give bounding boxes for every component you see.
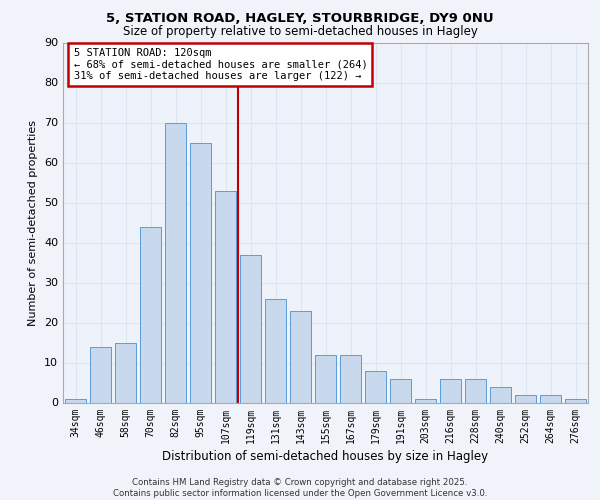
Bar (240, 254, 261, 402)
Bar (265, 298, 286, 403)
Bar (315, 354, 336, 403)
Bar (390, 378, 411, 402)
Text: Contains HM Land Registry data © Crown copyright and database right 2025.
Contai: Contains HM Land Registry data © Crown c… (113, 478, 487, 498)
Bar (140, 226, 161, 402)
Text: 5 STATION ROAD: 120sqm
← 68% of semi-detached houses are smaller (264)
31% of se: 5 STATION ROAD: 120sqm ← 68% of semi-det… (74, 48, 367, 81)
Bar (465, 378, 486, 402)
Bar (415, 398, 436, 402)
Bar (515, 394, 536, 402)
Bar (190, 142, 211, 402)
Bar (115, 342, 136, 402)
Bar (440, 378, 461, 402)
Text: Size of property relative to semi-detached houses in Hagley: Size of property relative to semi-detach… (122, 25, 478, 38)
Bar (65, 398, 86, 402)
X-axis label: Distribution of semi-detached houses by size in Hagley: Distribution of semi-detached houses by … (163, 450, 488, 462)
Bar (290, 310, 311, 402)
Bar (365, 370, 386, 402)
Bar (540, 394, 561, 402)
Bar (565, 398, 586, 402)
Y-axis label: Number of semi-detached properties: Number of semi-detached properties (28, 120, 38, 326)
Bar (90, 346, 111, 403)
Bar (215, 190, 236, 402)
Bar (165, 122, 186, 402)
Bar (340, 354, 361, 403)
Text: 5, STATION ROAD, HAGLEY, STOURBRIDGE, DY9 0NU: 5, STATION ROAD, HAGLEY, STOURBRIDGE, DY… (106, 12, 494, 26)
Bar (490, 386, 511, 402)
